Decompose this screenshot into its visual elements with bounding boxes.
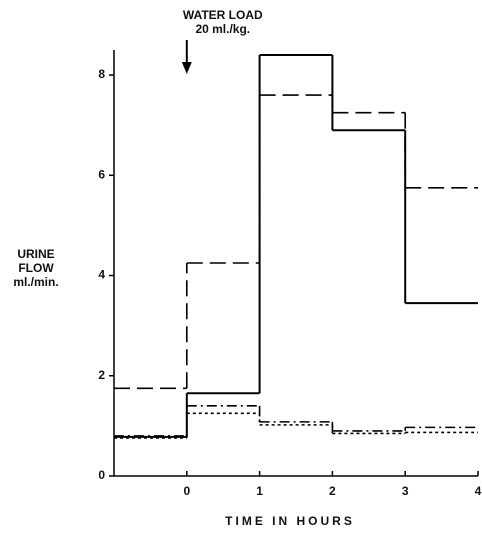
x-tick-label: 0 [183, 484, 190, 498]
x-tick-label: 3 [402, 484, 409, 498]
arrow-head [181, 62, 192, 74]
y-tick-label: 6 [98, 167, 105, 181]
y-axis-label: FLOW [18, 261, 54, 275]
y-tick-label: 4 [98, 268, 105, 282]
x-tick-label: 1 [256, 484, 263, 498]
annotation: 20 ml./kg. [195, 22, 250, 36]
y-tick-label: 0 [98, 468, 105, 482]
y-tick-label: 8 [98, 67, 105, 81]
y-axis-label: ml./min. [13, 275, 58, 289]
annotation: WATER LOAD [183, 8, 263, 22]
x-tick-label: 4 [475, 484, 482, 498]
y-tick-label: 2 [98, 368, 105, 382]
y-axis-label: URINE [17, 247, 54, 261]
x-axis-label: TIME IN HOURS [225, 514, 355, 528]
x-tick-label: 2 [329, 484, 336, 498]
